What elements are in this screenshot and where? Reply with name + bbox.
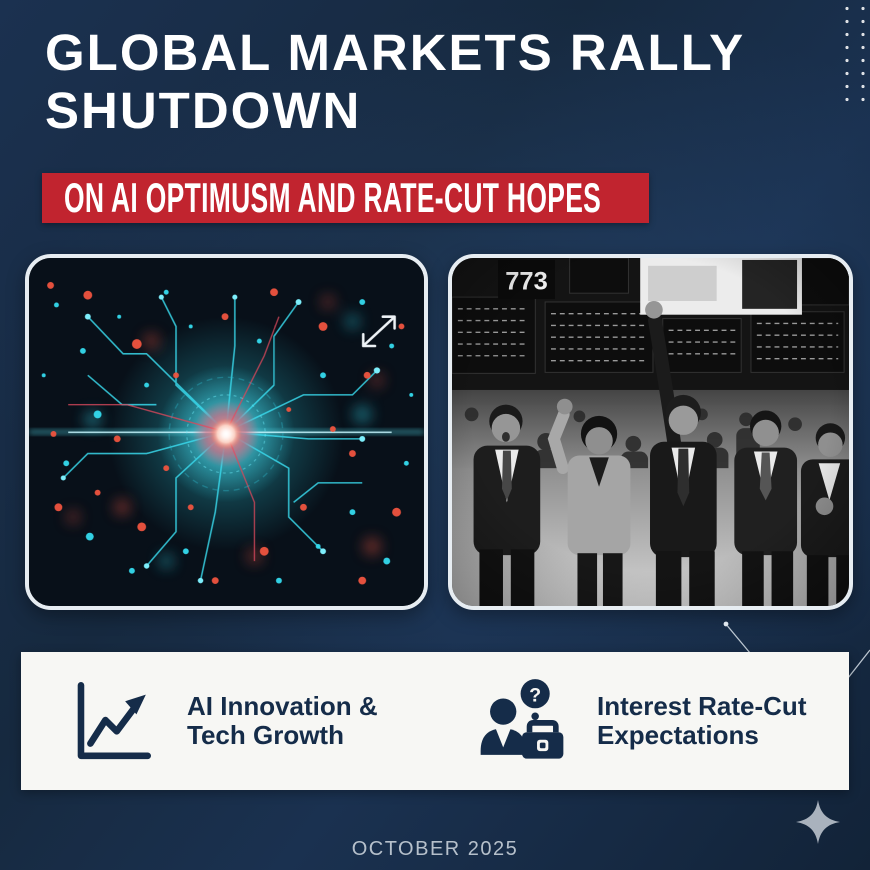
- resize-diagonal-arrow-icon: [361, 315, 396, 348]
- ai-network-image: [25, 254, 428, 610]
- title-line-2: SHUTDOWN: [45, 82, 362, 139]
- trading-floor-illustration: 773: [452, 258, 849, 606]
- sparkle-icon: [796, 800, 840, 844]
- feature-ai-growth-label: AI Innovation & Tech Growth: [187, 691, 378, 750]
- subtitle-banner: ON AI OPTIMUSM AND RATE-CUT HOPES: [42, 173, 649, 223]
- person-question-briefcase-icon: ?: [475, 674, 569, 768]
- connector-line-dot-decoration: [723, 621, 751, 654]
- corner-line-decoration: [847, 649, 870, 679]
- key-points-card: AI Innovation & Tech Growth: [21, 652, 849, 790]
- feature-rate-cut: ? Interest Rate-Cut Expectations: [475, 652, 806, 790]
- line-chart-growth-icon: [65, 674, 159, 768]
- page-title: GLOBAL MARKETS RALLY SHUTDOWN: [45, 24, 745, 140]
- question-mark-glyph: ?: [529, 684, 541, 706]
- feature-ai-growth: AI Innovation & Tech Growth: [65, 652, 378, 790]
- title-line-1: GLOBAL MARKETS RALLY: [45, 24, 746, 81]
- subtitle-text: ON AI OPTIMUSM AND RATE-CUT HOPES: [64, 174, 602, 221]
- date-label: OCTOBER 2025: [351, 838, 519, 860]
- feature-rate-cut-label: Interest Rate-Cut Expectations: [597, 691, 807, 750]
- dot-grid-decoration: [839, 2, 870, 106]
- trading-floor-photo: 773: [448, 254, 853, 610]
- ai-network-illustration: [29, 258, 424, 606]
